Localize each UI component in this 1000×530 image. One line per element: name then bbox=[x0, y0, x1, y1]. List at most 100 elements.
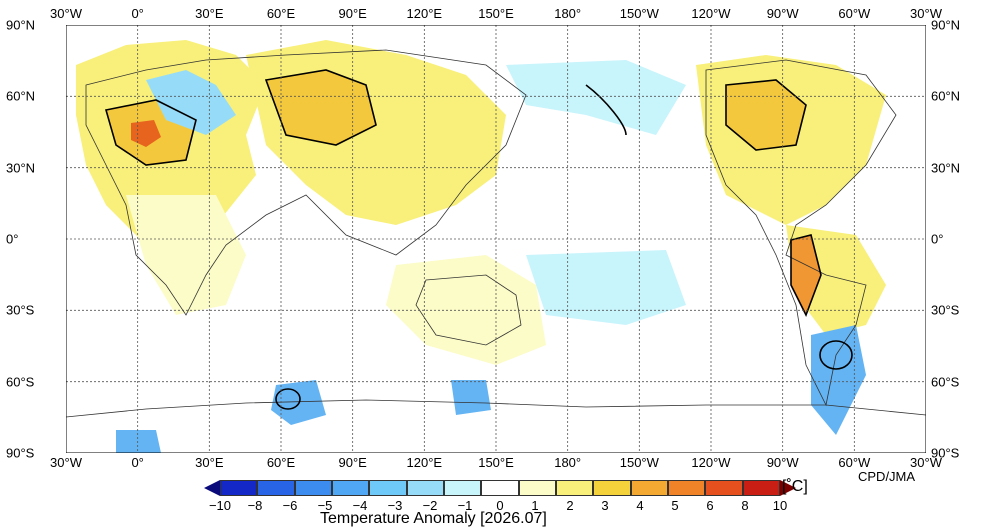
coastline-eurasia bbox=[85, 49, 527, 316]
contour-pacific bbox=[585, 84, 627, 136]
colorbar-swatch bbox=[667, 480, 706, 496]
longitude-label: 90°W bbox=[766, 455, 799, 470]
strong-warm-russia bbox=[266, 70, 376, 145]
colorbar-tick-label: −1 bbox=[457, 498, 473, 513]
longitude-label: 180° bbox=[554, 6, 582, 21]
colorbar-tick-label: −8 bbox=[247, 498, 263, 513]
longitude-label: 150°W bbox=[619, 6, 659, 21]
colorbar-tick-label: 5 bbox=[671, 498, 679, 513]
cold-area-pacific bbox=[506, 60, 686, 135]
colorbar-tick-label: −2 bbox=[422, 498, 438, 513]
longitude-label: 0° bbox=[131, 6, 144, 21]
latitude-label: 60°S bbox=[6, 374, 35, 390]
latitude-label: 0° bbox=[6, 231, 19, 247]
colorbar-tick-label: 8 bbox=[741, 498, 749, 513]
latitude-label: 90°S bbox=[6, 445, 35, 461]
longitude-label: 90°W bbox=[766, 6, 799, 21]
colorbar-tick-label: −3 bbox=[387, 498, 403, 513]
contour-antarctica-1 bbox=[275, 388, 301, 410]
colorbar-swatch bbox=[630, 480, 668, 496]
contour-patagonia bbox=[819, 340, 853, 370]
temperature-anomaly-map bbox=[66, 25, 926, 453]
cold-area-southpole bbox=[116, 430, 161, 453]
latitude-label: 90°N bbox=[931, 17, 961, 33]
cold-area-scandinavia bbox=[146, 70, 236, 135]
colorbar-tick-label: 0 bbox=[496, 498, 504, 513]
contour-andes bbox=[790, 234, 822, 317]
colorbar-swatch bbox=[742, 480, 780, 496]
longitude-label: 120°E bbox=[406, 455, 443, 470]
longitude-label: 60°W bbox=[838, 455, 871, 470]
colorbar-swatch bbox=[220, 480, 258, 496]
longitude-label: 30°E bbox=[195, 455, 224, 470]
data-credit: CPD/JMA bbox=[858, 469, 916, 484]
longitude-label: 90°E bbox=[338, 6, 367, 21]
colorbar-swatch bbox=[593, 480, 631, 496]
contour-russia bbox=[264, 69, 377, 146]
longitude-label: 150°E bbox=[478, 455, 514, 470]
longitude-label: 150°W bbox=[619, 455, 659, 470]
colorbar-swatch bbox=[406, 480, 444, 496]
contour-europe bbox=[104, 99, 197, 166]
colorbar-swatch bbox=[705, 480, 743, 496]
colorbar-swatch bbox=[555, 480, 594, 496]
graticule bbox=[66, 25, 926, 453]
colorbar-tick-label: −6 bbox=[282, 498, 298, 513]
colorbar-min-cap bbox=[204, 480, 220, 496]
coastline-americas bbox=[705, 59, 897, 407]
strong-warm-canada bbox=[726, 80, 806, 150]
cold-anomaly-areas bbox=[116, 60, 866, 453]
cold-area-antarctica-2 bbox=[451, 380, 491, 415]
colorbar-swatch bbox=[369, 480, 407, 496]
latitude-label: 90°S bbox=[931, 445, 960, 461]
contour-canada bbox=[725, 79, 807, 151]
colorbar-tick-label: 1 bbox=[531, 498, 539, 513]
longitude-label: 120°E bbox=[406, 6, 443, 21]
colorbar-unit: [˚C] bbox=[782, 478, 808, 495]
latitude-label: 30°S bbox=[6, 302, 35, 318]
colorbar-swatch bbox=[257, 480, 295, 496]
longitude-label: 180° bbox=[554, 455, 582, 470]
latitude-label: 0° bbox=[931, 231, 944, 247]
longitude-label: 30°W bbox=[50, 455, 82, 470]
colorbar-tick-label: 4 bbox=[636, 498, 644, 513]
latitude-label: 60°N bbox=[931, 88, 961, 104]
latitude-label: 60°S bbox=[931, 374, 960, 390]
longitude-label: 60°W bbox=[838, 6, 871, 21]
longitude-label: 30°W bbox=[910, 455, 942, 470]
longitude-label: 150°E bbox=[478, 6, 514, 21]
colorbar-tick-label: −4 bbox=[352, 498, 368, 513]
longitude-label: 30°W bbox=[910, 6, 942, 21]
longitude-label: 30°W bbox=[50, 6, 82, 21]
latitude-label: 90°N bbox=[6, 17, 36, 33]
colorbar-swatch bbox=[443, 480, 482, 496]
longitude-label: 120°W bbox=[691, 455, 731, 470]
longitude-label: 60°E bbox=[266, 455, 296, 470]
colorbar-max-cap bbox=[780, 480, 796, 496]
colorbar bbox=[204, 480, 796, 496]
longitude-label: 0° bbox=[131, 455, 144, 470]
colorbar-tick-label: 6 bbox=[706, 498, 714, 513]
colorbar-tick-label: 10 bbox=[772, 498, 788, 513]
colorbar-swatch bbox=[518, 480, 556, 496]
warm-area-africa bbox=[126, 195, 246, 315]
latitude-label: 30°N bbox=[931, 160, 961, 176]
latitude-label: 30°S bbox=[931, 302, 960, 318]
colorbar-tick-label: −10 bbox=[208, 498, 232, 513]
hot-spot-europe bbox=[131, 120, 161, 147]
colorbar-title: Temperature Anomaly [2026.07] bbox=[320, 510, 547, 527]
colorbar-swatch bbox=[331, 480, 370, 496]
colorbar-tick-label: −5 bbox=[317, 498, 333, 513]
colorbar-tick-label: 2 bbox=[566, 498, 574, 513]
longitude-label: 90°E bbox=[338, 455, 367, 470]
longitude-label: 120°W bbox=[691, 6, 731, 21]
latitude-label: 60°N bbox=[6, 88, 36, 104]
longitude-label: 60°E bbox=[266, 6, 296, 21]
colorbar-tick-label: 3 bbox=[601, 498, 609, 513]
colorbar-swatch bbox=[294, 480, 332, 496]
colorbar-swatch bbox=[481, 480, 519, 496]
contour-lines bbox=[104, 69, 853, 410]
latitude-label: 30°N bbox=[6, 160, 36, 176]
cold-area-southpacific bbox=[526, 250, 686, 325]
longitude-label: 30°E bbox=[195, 6, 224, 21]
